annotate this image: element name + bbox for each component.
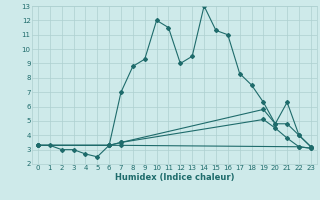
X-axis label: Humidex (Indice chaleur): Humidex (Indice chaleur) <box>115 173 234 182</box>
